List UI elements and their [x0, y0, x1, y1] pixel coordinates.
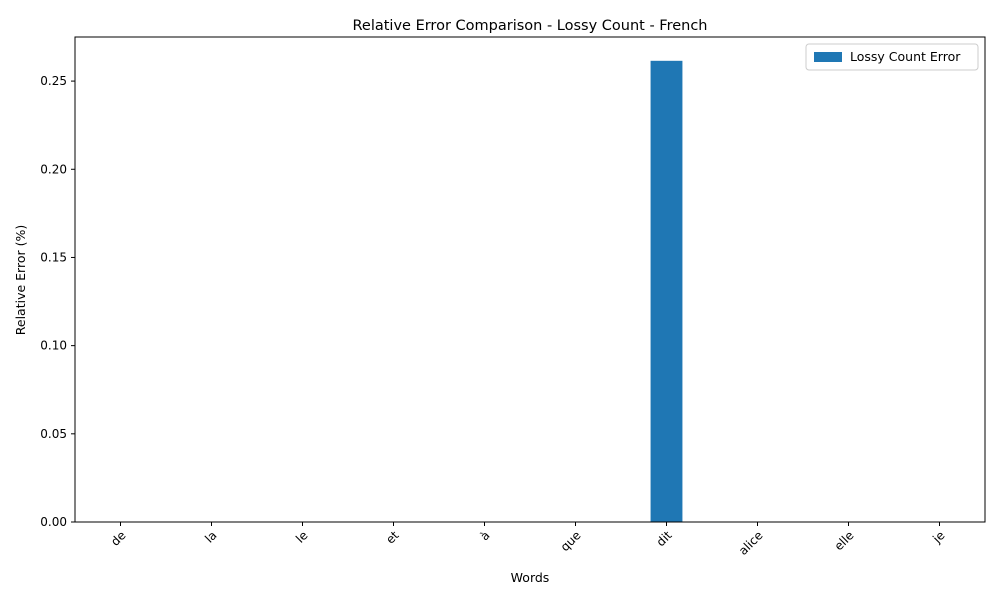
y-tick-label-1: 0.05	[40, 427, 67, 441]
y-tick-label-2: 0.10	[40, 339, 67, 353]
bar-6	[650, 60, 683, 523]
y-tick-label-4: 0.20	[40, 162, 67, 176]
x-tick-label-4: à	[478, 528, 493, 543]
x-axis-label: Words	[511, 570, 550, 585]
x-axis: de la le et à que dit alice elle je	[108, 522, 948, 558]
x-tick-label-6: dit	[654, 528, 675, 549]
legend: Lossy Count Error	[805, 43, 979, 71]
x-tick-label-2: le	[293, 528, 310, 545]
legend-box	[805, 43, 979, 71]
chart-title: Relative Error Comparison - Lossy Count …	[352, 18, 707, 34]
y-axis-label: Relative Error (%)	[13, 225, 28, 335]
y-tick-label-0: 0.00	[40, 515, 67, 529]
y-axis: 0.00 0.05 0.10 0.15 0.20 0.25	[40, 74, 75, 529]
x-tick-label-1: la	[202, 528, 219, 545]
legend-label: Lossy Count Error	[850, 49, 961, 64]
x-tick-label-7: alice	[736, 528, 766, 558]
x-tick-label-0: de	[108, 528, 129, 549]
plot-area	[650, 60, 683, 523]
legend-swatch	[814, 52, 842, 62]
y-tick-label-3: 0.15	[40, 250, 67, 264]
x-tick-label-3: et	[383, 528, 402, 547]
x-tick-label-5: que	[558, 528, 584, 554]
plot-frame	[74, 36, 986, 523]
x-tick-label-9: je	[929, 528, 947, 546]
y-tick-label-5: 0.25	[40, 74, 67, 88]
x-tick-label-8: elle	[832, 528, 857, 553]
